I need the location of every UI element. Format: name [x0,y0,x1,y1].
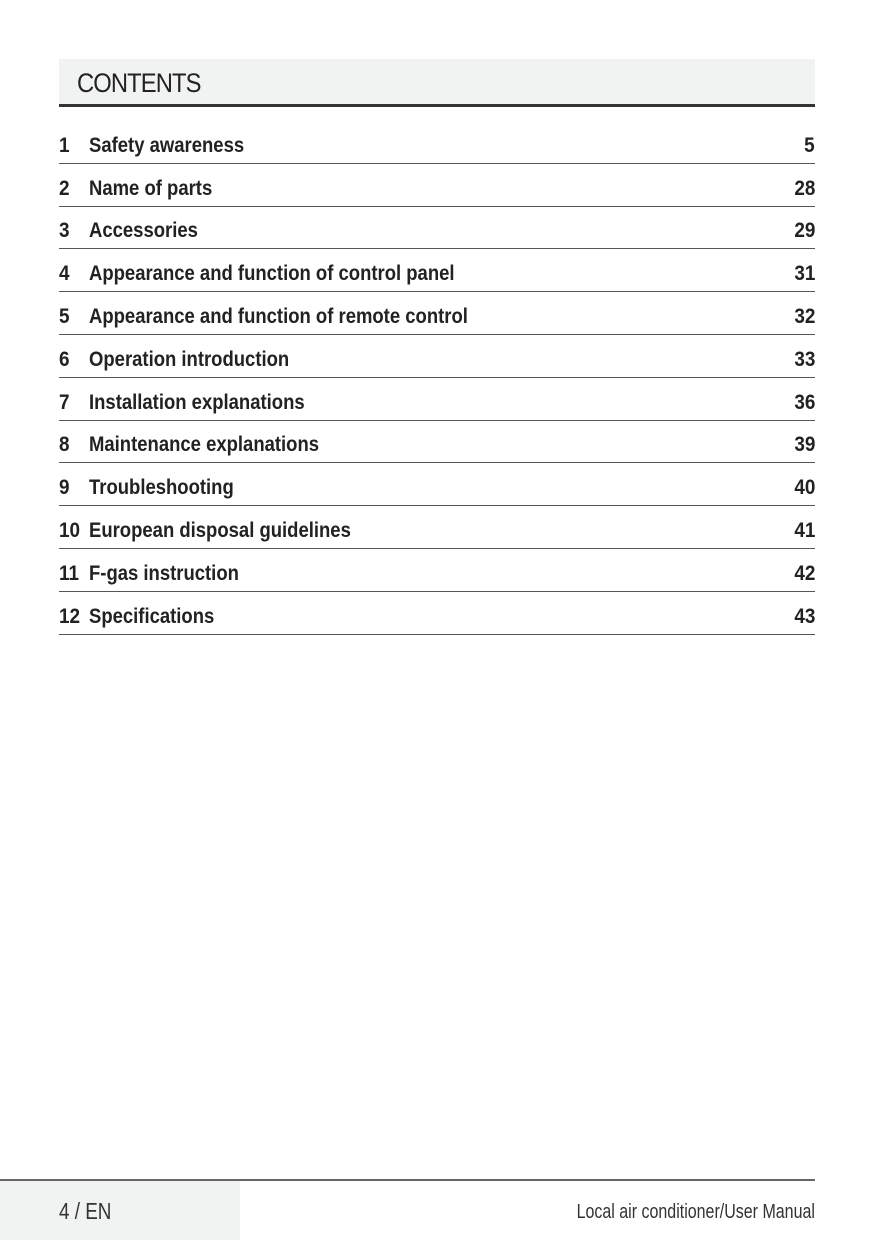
toc-entry-number: 4 [59,262,70,286]
toc-entry-page: 32 [793,304,815,328]
toc-entry[interactable]: 12 Specifications 43 [59,592,815,635]
toc-entry-page: 36 [793,390,815,414]
toc-entry-page: 28 [793,176,815,200]
toc-entry-page: 40 [793,476,815,500]
toc-entry-page: 29 [793,219,815,243]
toc-entry[interactable]: 11 F-gas instruction 42 [59,549,815,592]
toc-entry[interactable]: 4 Appearance and function of control pane… [59,249,815,293]
toc-entry-number: 11 [59,561,79,585]
toc-entry-number: 6 [59,347,70,371]
toc-entry-number: 2 [59,176,70,200]
toc-entry-page: 39 [793,433,815,457]
toc-entry[interactable]: 8 Maintenance explanations 39 [59,421,815,464]
toc-entry[interactable]: 1 Safety awareness 5 [59,121,815,164]
toc-entry-title: Maintenance explanations [89,433,320,457]
toc-entry-number: 12 [59,604,81,628]
toc-entry-number: 7 [59,390,70,414]
toc-entry-number: 9 [59,476,70,500]
toc-entry[interactable]: 2 Name of parts 28 [59,164,815,207]
toc-entry-title: Operation introduction [89,347,290,371]
toc-entry[interactable]: 7 Installation explanations 36 [59,378,815,421]
toc-entry-title: Accessories [89,219,198,243]
footer-divider [0,1179,815,1181]
toc-entry-number: 5 [59,304,70,328]
toc-entry-number: 8 [59,433,70,457]
toc-entry[interactable]: 10 European disposal guidelines 41 [59,506,815,549]
toc-entry[interactable]: 6 Operation introduction 33 [59,335,815,378]
toc-entry-page: 43 [793,604,815,628]
toc-entry-page: 31 [793,262,815,286]
footer-page-box [0,1181,240,1240]
toc-entry[interactable]: 3 Accessories 29 [59,207,815,250]
contents-header: CONTENTS [59,59,815,107]
toc-entry-page: 33 [793,347,815,371]
toc-entry-title: Installation explanations [89,390,305,414]
toc-entry[interactable]: 5 Appearance and function of remote contr… [59,292,815,335]
page-title: CONTENTS [77,68,202,98]
toc-entry-page: 42 [793,561,815,585]
table-of-contents: 1 Safety awareness 5 2 Name of parts 28 3 Acces… [59,121,815,635]
toc-entry-title: Troubleshooting [89,476,234,500]
toc-entry-number: 3 [59,219,70,243]
toc-entry-title: Appearance and function of control panel [89,262,455,286]
footer-document-title: Local air conditioner/User Manual [576,1201,815,1223]
toc-entry-number: 1 [59,133,70,157]
toc-entry-title: Name of parts [89,176,213,200]
toc-entry-number: 10 [59,518,81,542]
toc-entry-title: Specifications [89,604,215,628]
footer-page-number: 4 / EN [59,1198,112,1224]
toc-entry[interactable]: 9 Troubleshooting 40 [59,463,815,507]
toc-entry-page: 5 [804,133,815,157]
toc-entry-page: 41 [793,518,815,542]
toc-entry-title: Safety awareness [89,133,245,157]
toc-entry-title: F-gas instruction [89,561,239,585]
toc-entry-title: European disposal guidelines [89,518,351,542]
toc-entry-title: Appearance and function of remote contro… [89,304,468,328]
